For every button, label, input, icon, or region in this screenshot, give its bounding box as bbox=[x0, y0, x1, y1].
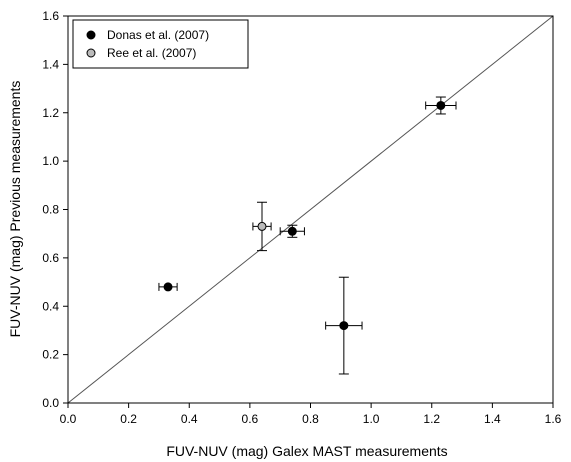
data-point bbox=[325, 276, 363, 375]
x-tick-label: 0.2 bbox=[120, 412, 137, 426]
point-marker bbox=[257, 221, 267, 231]
y-tick-label: 1.0 bbox=[42, 154, 59, 168]
point-marker bbox=[287, 226, 297, 236]
x-tick-label: 0.6 bbox=[242, 412, 259, 426]
y-tick-label: 0.2 bbox=[42, 348, 59, 362]
legend-label-donas: Donas et al. (2007) bbox=[107, 28, 209, 42]
plot-frame bbox=[67, 15, 554, 404]
y-tick-label: 1.4 bbox=[42, 57, 59, 71]
data-point bbox=[425, 96, 457, 115]
data-points bbox=[158, 96, 457, 375]
x-axis: 0.0 0.2 0.4 0.6 0.8 1.0 1.2 1.4 1.6 bbox=[60, 403, 562, 426]
x-axis-label: FUV-NUV (mag) Galex MAST measurements bbox=[166, 443, 447, 459]
legend-marker-ree bbox=[86, 48, 96, 58]
x-tick-label: 0.8 bbox=[302, 412, 319, 426]
y-tick-label: 1.2 bbox=[42, 106, 59, 120]
x-tick-label: 1.6 bbox=[545, 412, 562, 426]
y-axis: 0.0 0.2 0.4 0.6 0.8 1.0 1.2 1.4 1.6 bbox=[42, 9, 68, 410]
data-point bbox=[158, 282, 178, 292]
data-point bbox=[252, 201, 272, 252]
legend-box bbox=[72, 19, 249, 69]
legend: Donas et al. (2007) Ree et al. (2007) bbox=[72, 19, 249, 69]
point-marker bbox=[436, 100, 446, 110]
y-tick-label: 0.0 bbox=[42, 396, 59, 410]
x-tick-label: 1.0 bbox=[363, 412, 380, 426]
x-tick-label: 1.4 bbox=[484, 412, 501, 426]
y-tick-label: 1.6 bbox=[42, 9, 59, 23]
y-tick-label: 0.8 bbox=[42, 203, 59, 217]
legend-label-ree: Ree et al. (2007) bbox=[107, 46, 196, 60]
x-tick-label: 1.2 bbox=[423, 412, 440, 426]
point-marker bbox=[163, 282, 173, 292]
y-tick-label: 0.4 bbox=[42, 299, 59, 313]
data-point bbox=[279, 224, 305, 238]
y-axis-label: FUV-NUV (mag) Previous measurements bbox=[7, 81, 23, 338]
legend-marker-donas bbox=[86, 30, 96, 40]
y-tick-label: 0.6 bbox=[42, 251, 59, 265]
identity-line bbox=[67, 15, 554, 404]
point-marker bbox=[339, 321, 349, 331]
x-tick-label: 0.0 bbox=[60, 412, 77, 426]
x-tick-label: 0.4 bbox=[181, 412, 198, 426]
